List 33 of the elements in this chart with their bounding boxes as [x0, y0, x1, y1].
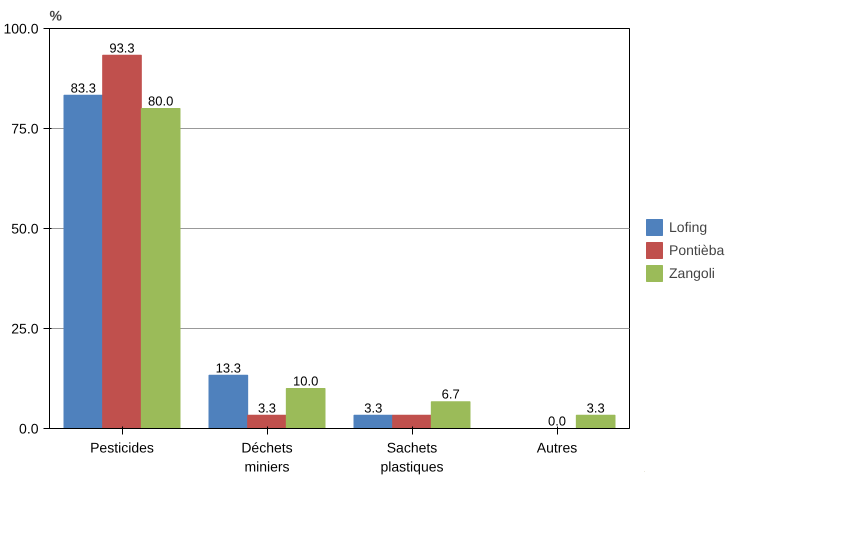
x-tick-label: Autres: [536, 440, 578, 456]
legend-label: Zangoli: [669, 264, 715, 280]
y-tick-label: 75.0: [11, 120, 39, 136]
x-tick-label: Déchets miniers: [241, 440, 293, 475]
y-axis-title: %: [50, 8, 62, 24]
data-label: 93.3: [109, 40, 135, 56]
legend-label: Lofing: [669, 218, 708, 234]
bar: [208, 374, 248, 428]
data-label: 3.3: [258, 400, 276, 416]
y-tick-label: 25.0: [11, 320, 39, 336]
data-label: 0.0: [548, 414, 566, 428]
data-label: 13.3: [216, 360, 241, 376]
legend-label: Pontièba: [669, 242, 724, 258]
y-tick-label: 50.0: [11, 220, 39, 236]
data-label: 3.3: [364, 400, 382, 416]
y-tick-label: 100.0: [3, 20, 39, 36]
bar: [576, 414, 616, 428]
bar: [102, 54, 142, 428]
bar: [286, 388, 326, 428]
data-label: 80.0: [148, 94, 174, 108]
data-label: 10.0: [293, 374, 318, 388]
data-label: 6.7: [442, 386, 460, 402]
bar: [392, 414, 432, 428]
bar: [354, 414, 394, 428]
x-tick-label: Sachets plastiques: [380, 440, 444, 475]
bar: [140, 108, 180, 428]
y-tick-label: 0.0: [19, 420, 39, 436]
bar: [430, 401, 470, 428]
data-label: 83.3: [70, 80, 96, 96]
bar: [64, 94, 104, 428]
data-label: 3.3: [586, 400, 605, 416]
bar: [247, 414, 287, 428]
x-tick-label: Pesticides: [90, 440, 154, 456]
